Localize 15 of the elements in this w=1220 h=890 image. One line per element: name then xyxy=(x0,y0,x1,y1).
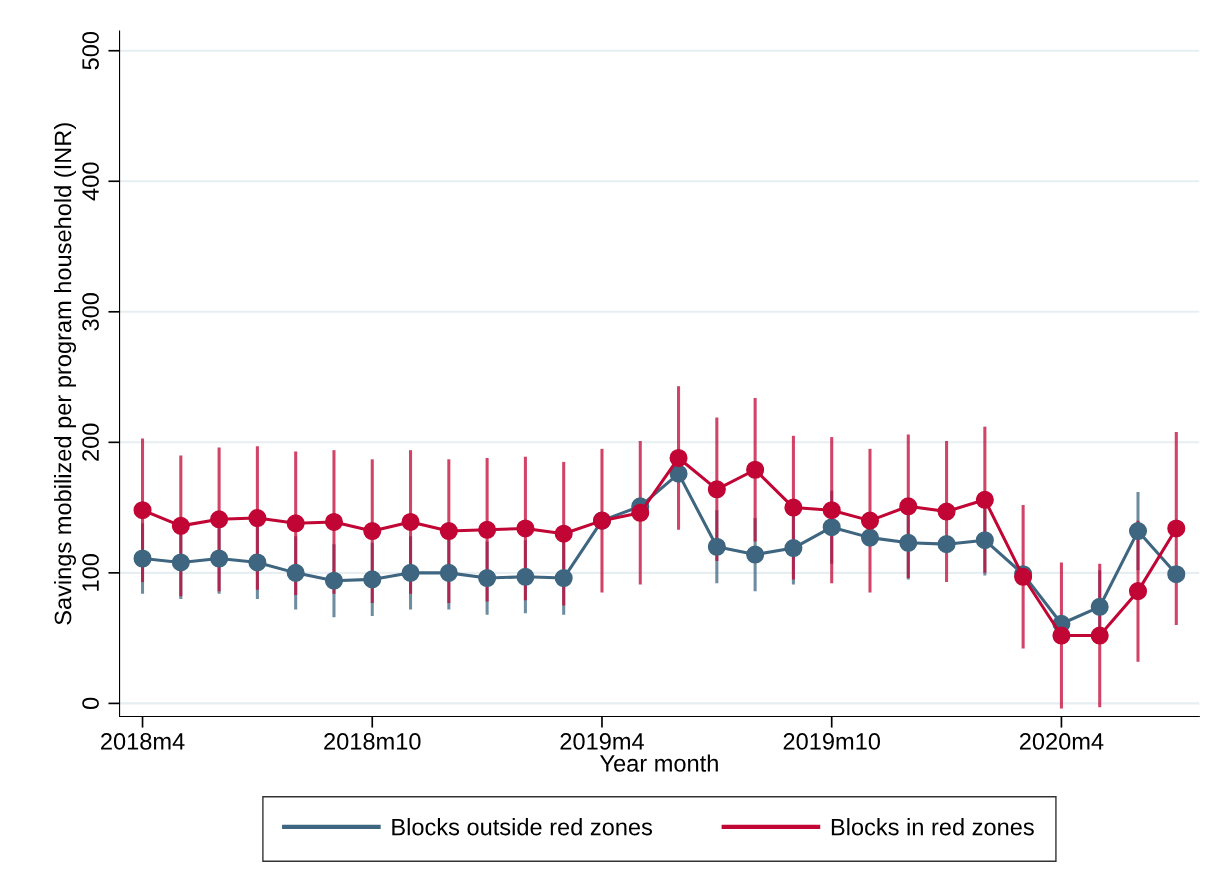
y-tick-label: 200 xyxy=(82,423,99,461)
y-tick-label: 400 xyxy=(82,162,99,201)
x-tick-label: 2019m10 xyxy=(783,733,881,750)
y-tick-label: 300 xyxy=(82,293,99,331)
y-tick-label: 100 xyxy=(82,554,99,591)
y-tick-label: 0 xyxy=(82,697,99,710)
x-tick-label: 2019m4 xyxy=(560,733,644,750)
y-tick-label: 500 xyxy=(82,31,99,70)
x-tick-label: 2018m10 xyxy=(324,733,421,750)
legend-label: Blocks in red zones xyxy=(831,818,1034,836)
y-axis-title: Savings mobilized per program household (INR) xyxy=(54,123,77,625)
legend-label: Blocks outside red zones xyxy=(392,818,653,836)
x-axis-title: Year month xyxy=(599,754,718,772)
x-tick-label: 2020m4 xyxy=(1019,733,1104,750)
x-tick-label: 2018m4 xyxy=(101,733,185,750)
